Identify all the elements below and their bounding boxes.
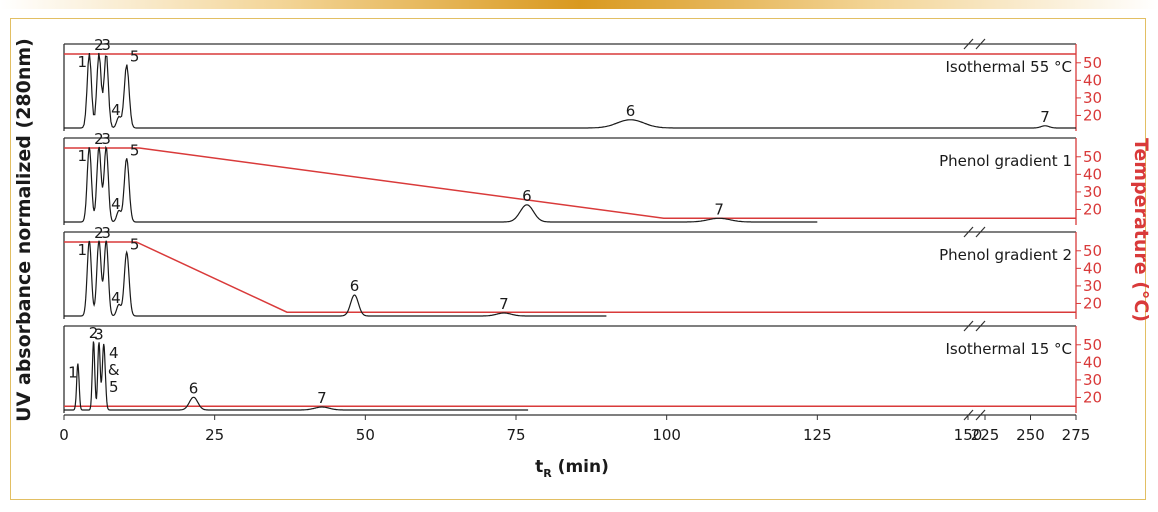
temp-tick-label: 20 xyxy=(1083,294,1102,312)
peak-label: 1 xyxy=(68,364,78,382)
x-axis-label-subscript: R xyxy=(543,467,552,480)
peak-label: 7 xyxy=(714,200,724,218)
x-tick-label: 225 xyxy=(971,426,1000,444)
x-tick-label: 275 xyxy=(1062,426,1091,444)
chromatogram-trace xyxy=(64,52,1076,129)
peak-label-line: 5 xyxy=(109,378,119,396)
temp-tick-label: 30 xyxy=(1083,89,1102,107)
temp-tick-label: 30 xyxy=(1083,277,1102,295)
axis-break-mark xyxy=(975,226,986,238)
x-tick-label: 75 xyxy=(506,426,525,444)
peak-label: 2 xyxy=(94,130,104,148)
peak-label: 7 xyxy=(1040,108,1050,126)
axis-break-mark xyxy=(963,320,974,332)
axis-break-mark xyxy=(963,38,974,50)
temperature-line xyxy=(64,147,1076,219)
panel-title: Phenol gradient 2 xyxy=(939,246,1072,264)
temp-tick-label: 20 xyxy=(1083,388,1102,406)
peak-label: 6 xyxy=(189,379,199,397)
temperature-line xyxy=(64,241,1076,313)
peak-label: 2 xyxy=(94,224,104,242)
peak-label: 4 xyxy=(111,289,121,307)
chromatogram-trace xyxy=(64,341,529,411)
peak-label: 4 xyxy=(111,195,121,213)
x-tick-label: 0 xyxy=(59,426,69,444)
peak-label: 3 xyxy=(94,326,104,344)
temp-tick-label: 40 xyxy=(1083,165,1102,183)
temp-tick-label: 20 xyxy=(1083,200,1102,218)
peak-label-line: 4 xyxy=(109,344,119,362)
x-tick-label: 250 xyxy=(1016,426,1045,444)
panel-title: Isothermal 55 °C xyxy=(945,58,1072,76)
peak-label-line: & xyxy=(108,361,120,379)
panel-title: Isothermal 15 °C xyxy=(945,340,1072,358)
x-tick-label: 150 xyxy=(954,426,983,444)
peak-label: 5 xyxy=(130,235,140,253)
temp-tick-label: 30 xyxy=(1083,183,1102,201)
axis-break-mark xyxy=(963,226,974,238)
peak-label: 6 xyxy=(350,277,360,295)
x-axis-break-mark xyxy=(975,409,986,421)
chromatogram-trace xyxy=(64,145,818,223)
peak-label: 4 & 5 xyxy=(108,344,120,396)
peak-label: 4 xyxy=(111,101,121,119)
temp-tick-label: 20 xyxy=(1083,106,1102,124)
x-axis-label: tR (min) xyxy=(535,457,609,480)
peak-label: 7 xyxy=(499,295,509,313)
axis-break-mark xyxy=(975,320,986,332)
temp-tick-label: 50 xyxy=(1083,336,1102,354)
peak-label: 3 xyxy=(101,130,111,148)
decorative-top-bar xyxy=(0,0,1158,9)
x-tick-label: 100 xyxy=(652,426,681,444)
figure-frame xyxy=(10,18,1146,500)
temp-tick-label: 30 xyxy=(1083,371,1102,389)
x-axis-label-unit: (min) xyxy=(552,457,609,477)
temp-tick-label: 50 xyxy=(1083,148,1102,166)
x-tick-label: 25 xyxy=(205,426,224,444)
x-tick-label: 125 xyxy=(803,426,832,444)
peak-label: 5 xyxy=(130,141,140,159)
temp-tick-label: 50 xyxy=(1083,54,1102,72)
peak-label: 3 xyxy=(101,224,111,242)
peak-label: 2 xyxy=(94,36,104,54)
x-axis-label-main: t xyxy=(535,457,543,477)
peak-label: 1 xyxy=(78,53,88,71)
temp-tick-label: 40 xyxy=(1083,259,1102,277)
x-tick-label: 50 xyxy=(356,426,375,444)
peak-label: 6 xyxy=(522,187,532,205)
panel-title: Phenol gradient 1 xyxy=(939,152,1072,170)
peak-label: 2 xyxy=(89,324,99,342)
peak-label: 3 xyxy=(101,36,111,54)
peak-label: 1 xyxy=(78,241,88,259)
x-axis-break-mark xyxy=(963,409,974,421)
chromatogram-trace xyxy=(64,240,607,317)
axis-break-mark xyxy=(975,38,986,50)
peak-label: 7 xyxy=(317,389,327,407)
y-axis-label: UV absorbance normalized (280nm) xyxy=(13,38,35,422)
peak-label: 5 xyxy=(130,47,140,65)
peak-label: 1 xyxy=(78,147,88,165)
temp-tick-label: 40 xyxy=(1083,71,1102,89)
peak-label: 6 xyxy=(626,102,636,120)
temp-tick-label: 50 xyxy=(1083,242,1102,260)
temp-tick-label: 40 xyxy=(1083,353,1102,371)
right-axis-label: Temperature (°C) xyxy=(1130,138,1152,322)
